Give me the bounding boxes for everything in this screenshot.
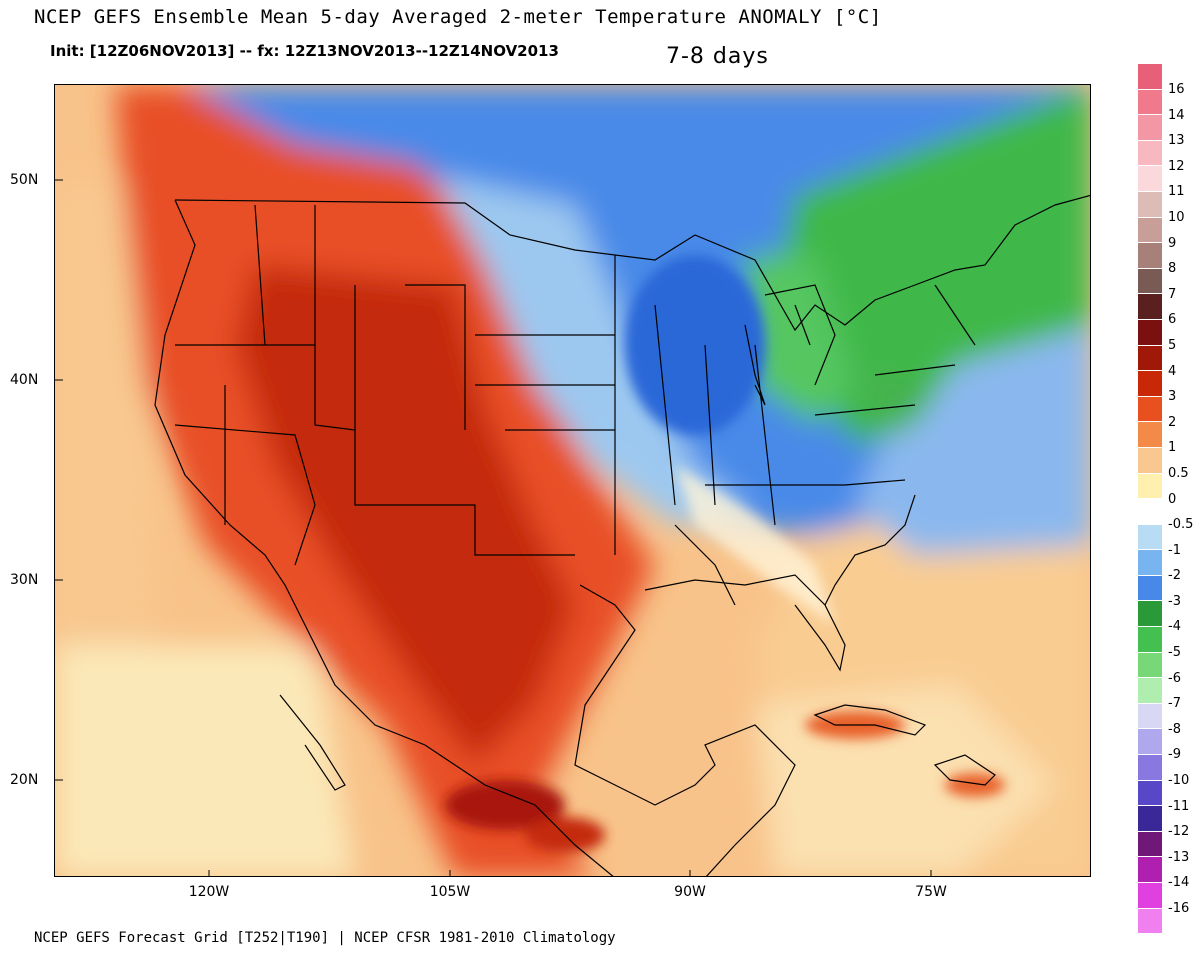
- colorbar-level-label: -14: [1168, 875, 1190, 891]
- colorbar-swatch: -12: [1138, 806, 1189, 839]
- colorbar-level-label: -11: [1168, 798, 1190, 814]
- colorbar-swatch: 9: [1138, 217, 1176, 251]
- colorbar-swatch: -6: [1138, 652, 1181, 686]
- forecast-period: 7-8 days: [666, 44, 769, 69]
- colorbar-swatch: -0.5: [1138, 499, 1193, 532]
- colorbar-level-label: -13: [1168, 849, 1190, 865]
- lat-label-50n: 50N: [10, 172, 39, 188]
- colorbar-level-label: 1: [1168, 440, 1177, 456]
- colorbar-level-label: -6: [1168, 670, 1181, 686]
- colorbar-swatch: -11: [1138, 780, 1189, 814]
- lon-label-105w: 105W: [429, 884, 471, 900]
- colorbar-swatch: 5: [1138, 319, 1176, 353]
- footer-source: NCEP GEFS Forecast Grid [T252|T190] | NC…: [34, 930, 616, 946]
- colorbar-level-label: 8: [1168, 261, 1177, 277]
- colorbar-level-label: -5: [1168, 645, 1181, 661]
- frame-ticks: [55, 179, 932, 876]
- colorbar-swatch: 8: [1138, 243, 1176, 276]
- colorbar-level-label: -16: [1168, 901, 1190, 916]
- colorbar-level-label: 6: [1168, 312, 1177, 328]
- colorbar-swatch: -14: [1138, 857, 1189, 890]
- lat-label-30n: 30N: [10, 572, 39, 588]
- colorbar-level-label: 5: [1168, 337, 1177, 353]
- colorbar-swatch: [1138, 908, 1162, 935]
- colorbar-swatch: -16: [1138, 883, 1189, 916]
- colorbar-swatch: -7: [1138, 678, 1181, 711]
- colorbar-level-label: 2: [1168, 414, 1177, 430]
- colorbar-swatch: -2: [1138, 550, 1181, 583]
- colorbar-level-label: -7: [1168, 696, 1181, 712]
- colorbar-swatch: -10: [1138, 755, 1189, 788]
- colorbar-swatch: 16: [1138, 64, 1185, 97]
- map-title: NCEP GEFS Ensemble Mean 5-day Averaged 2…: [34, 6, 882, 28]
- colorbar-swatch: 6: [1138, 294, 1176, 327]
- colorbar-swatch: -9: [1138, 729, 1181, 762]
- lat-label-40n: 40N: [10, 372, 39, 388]
- colorbar-swatch: 14: [1138, 89, 1185, 123]
- colorbar-swatch: 10: [1138, 191, 1185, 225]
- colorbar-level-label: -1: [1168, 542, 1181, 558]
- lon-label-90w: 90W: [674, 884, 706, 900]
- colorbar-level-label: 4: [1168, 363, 1177, 379]
- colorbar-level-label: 10: [1168, 209, 1185, 225]
- colorbar-level-label: -9: [1168, 747, 1181, 763]
- colorbar-swatch: 0.5: [1138, 447, 1189, 481]
- colorbar-swatch: 4: [1138, 345, 1176, 379]
- colorbar-level-label: -8: [1168, 721, 1181, 737]
- colorbar-swatch: -5: [1138, 627, 1181, 660]
- lat-label-20n: 20N: [10, 772, 39, 788]
- boundary-lines: [154, 194, 1090, 876]
- colorbar-level-label: 16: [1168, 82, 1185, 97]
- colorbar-swatch: -4: [1138, 601, 1181, 634]
- lon-label-75w: 75W: [915, 884, 947, 900]
- colorbar-level-label: 0.5: [1168, 465, 1189, 481]
- colorbar-level-label: 3: [1168, 389, 1177, 405]
- colorbar-swatch: 0: [1138, 473, 1176, 507]
- colorbar-level-label: 13: [1168, 133, 1185, 149]
- colorbar-level-label: 11: [1168, 184, 1185, 200]
- colorbar-level-label: 0: [1168, 491, 1177, 507]
- colorbar-swatch: -3: [1138, 575, 1181, 609]
- colorbar-level-label: -2: [1168, 568, 1181, 584]
- colorbar-legend: 16 14 13 12 11 10 9 8 7 6 5 4 3 2 1 0.5 0 -0.5 -1 -2 -3 -4 -5 -…: [1138, 64, 1193, 935]
- colorbar-level-label: -10: [1168, 773, 1190, 789]
- colorbar-level-label: 12: [1168, 158, 1185, 174]
- colorbar-swatch: 13: [1138, 115, 1185, 148]
- colorbar-swatch: 11: [1138, 166, 1185, 199]
- colorbar-level-label: -4: [1168, 619, 1181, 635]
- colorbar-swatch: -1: [1138, 524, 1181, 558]
- colorbar-level-label: -0.5: [1168, 517, 1194, 533]
- anomaly-map: [54, 84, 1091, 877]
- colorbar-level-label: -12: [1168, 824, 1190, 840]
- colorbar-swatch: 2: [1138, 396, 1176, 430]
- colorbar-level-label: 14: [1168, 107, 1185, 123]
- colorbar-level-label: 9: [1168, 235, 1177, 251]
- colorbar-swatch: -8: [1138, 703, 1181, 737]
- anomaly-map-graphic: [55, 85, 1090, 876]
- init-forecast-line: Init: [12Z06NOV2013] -- fx: 12Z13NOV2013…: [50, 42, 559, 60]
- colorbar-swatch: -13: [1138, 831, 1189, 865]
- colorbar-swatch: 1: [1138, 422, 1176, 455]
- colorbar-swatch: 3: [1138, 371, 1176, 404]
- colorbar-level-label: -3: [1168, 593, 1181, 609]
- colorbar-swatch: 7: [1138, 268, 1176, 302]
- lon-label-120w: 120W: [188, 884, 230, 900]
- colorbar-swatch: 12: [1138, 140, 1185, 174]
- colorbar-level-label: 7: [1168, 286, 1177, 302]
